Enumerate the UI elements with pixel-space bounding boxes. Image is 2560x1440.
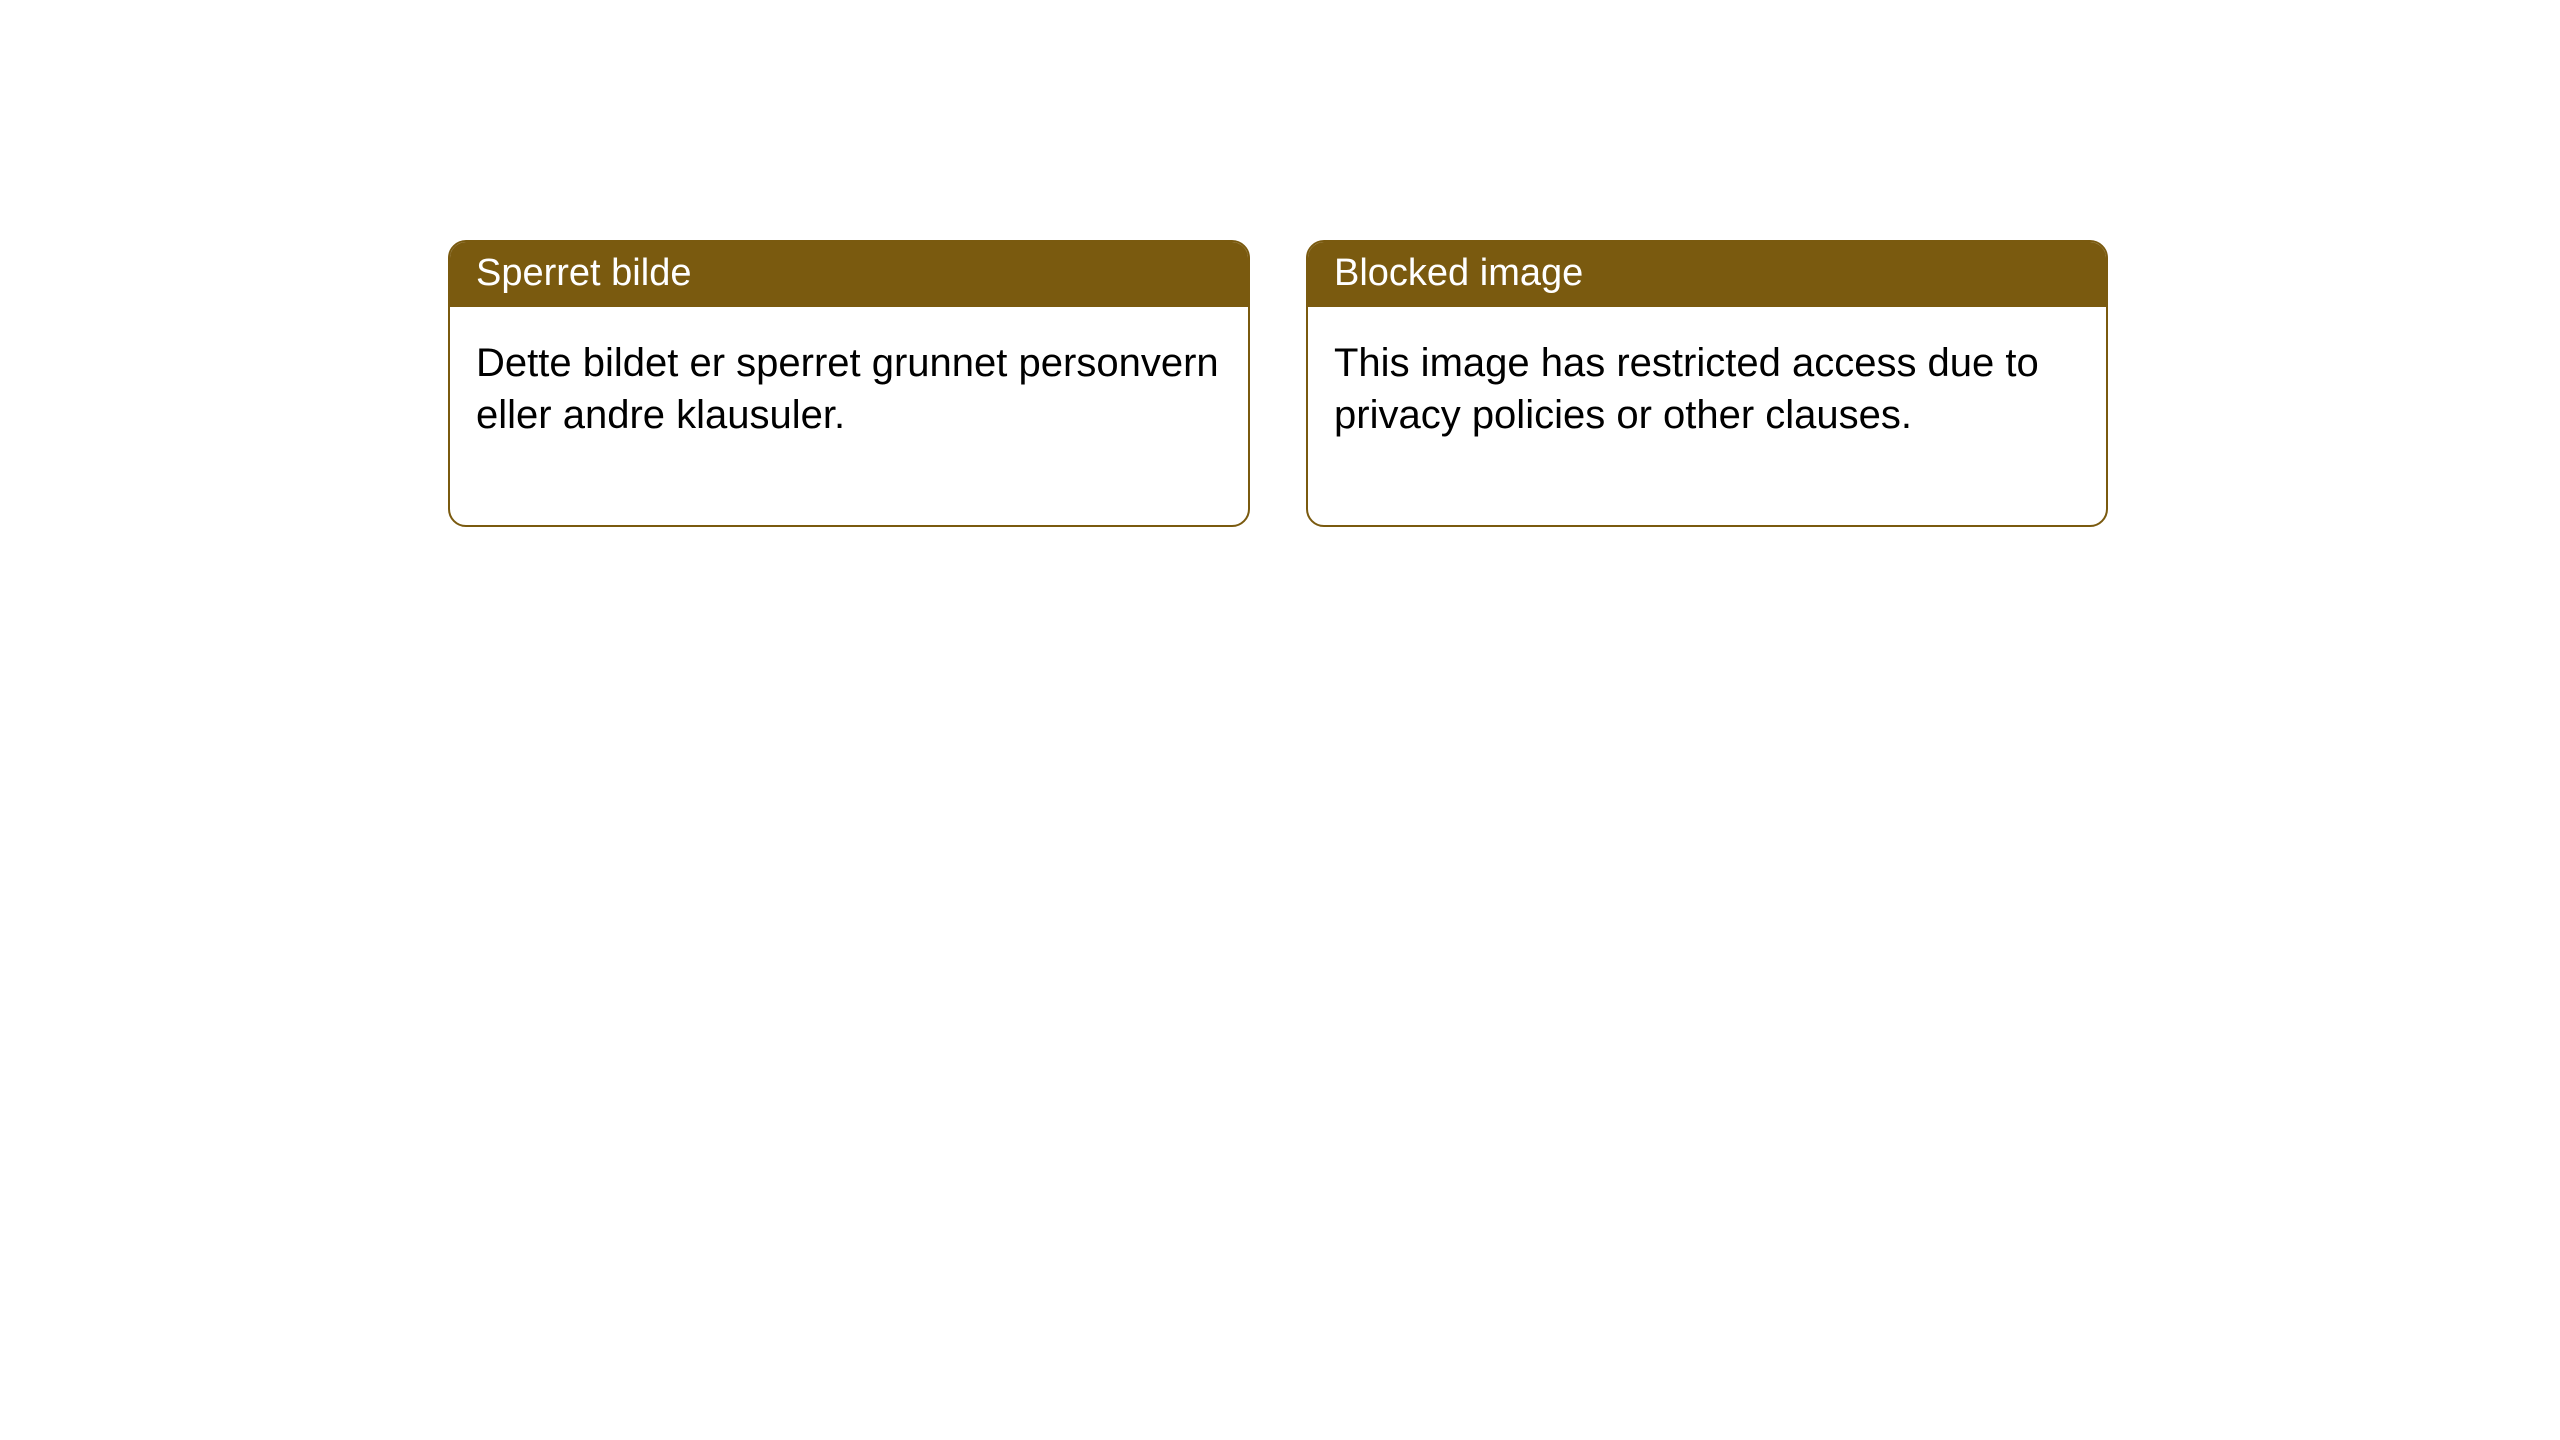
- notice-body-norwegian: Dette bildet er sperret grunnet personve…: [450, 307, 1248, 525]
- notice-card-english: Blocked image This image has restricted …: [1306, 240, 2108, 527]
- notice-body-english: This image has restricted access due to …: [1308, 307, 2106, 525]
- notice-container: Sperret bilde Dette bildet er sperret gr…: [0, 0, 2560, 527]
- notice-header-english: Blocked image: [1308, 242, 2106, 307]
- notice-card-norwegian: Sperret bilde Dette bildet er sperret gr…: [448, 240, 1250, 527]
- notice-header-norwegian: Sperret bilde: [450, 242, 1248, 307]
